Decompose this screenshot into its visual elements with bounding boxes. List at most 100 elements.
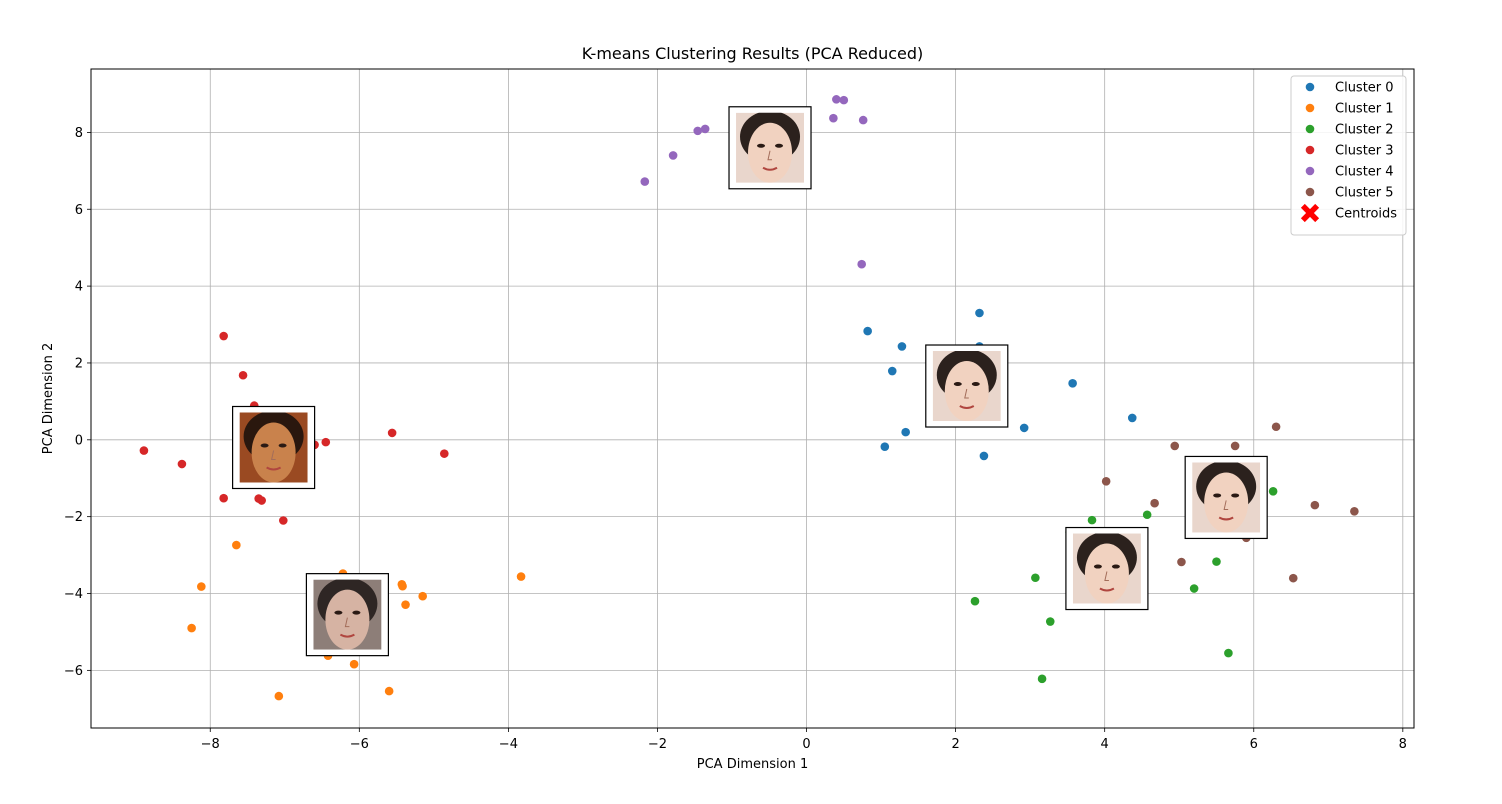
cluster-4-point — [693, 126, 703, 136]
legend-centroid-marker — [1300, 203, 1320, 223]
cluster-0-point — [1127, 413, 1137, 423]
cluster-5-point — [1230, 441, 1240, 451]
face-right-eye — [971, 382, 980, 387]
x-tick-label: 6 — [1250, 737, 1258, 752]
legend-marker — [1305, 82, 1315, 92]
cluster-0-point — [901, 427, 910, 437]
face-nose — [344, 617, 350, 628]
cluster-1-point — [187, 623, 196, 633]
cluster-2-point — [1031, 573, 1040, 583]
face-nose — [270, 450, 276, 460]
legend-marker — [1305, 103, 1315, 113]
face-mouth — [266, 466, 282, 471]
cluster-0-point — [975, 308, 984, 318]
axis-ticks: −8 −6 −4 −2 0 2 4 6 8 −6 −4 −2 0 2 4 6 8 — [64, 126, 1407, 752]
y-tick-label: 4 — [75, 280, 83, 295]
x-tick-label: 4 — [1101, 737, 1109, 752]
face-left-eye — [260, 443, 269, 448]
cluster-1-point — [384, 686, 394, 696]
x-tick-label: 0 — [802, 737, 810, 752]
face-mouth — [1099, 587, 1115, 592]
face-nose — [767, 150, 773, 161]
legend-box — [1290, 75, 1407, 236]
face-nose — [964, 388, 969, 399]
face-mouth — [959, 405, 975, 410]
cluster-3-point — [139, 446, 149, 455]
cluster-0-point — [1019, 423, 1029, 433]
legend-label: Cluster 0 — [1335, 81, 1394, 96]
cluster-0-point — [880, 442, 890, 452]
cluster-0-point — [979, 451, 989, 461]
legend-marker — [1305, 166, 1315, 176]
cluster-3-point — [257, 496, 266, 505]
x-tick-label: −4 — [499, 737, 518, 752]
cluster-1-point — [401, 600, 410, 609]
legend-label: Cluster 5 — [1335, 186, 1394, 201]
cluster-5-point — [1177, 557, 1186, 567]
y-tick-label: −4 — [64, 587, 83, 602]
cluster-3-point — [219, 331, 228, 341]
cluster-3-point — [238, 370, 248, 380]
x-tick-label: −6 — [350, 737, 369, 752]
cluster-3-point — [177, 459, 187, 469]
cluster-5-point — [1350, 506, 1359, 516]
face-mouth — [1218, 516, 1234, 521]
cluster-3-point — [219, 493, 228, 503]
legend-marker — [1305, 187, 1315, 197]
cluster-4-point — [858, 115, 868, 125]
cluster-3-point — [387, 428, 397, 438]
cluster-1-point — [349, 659, 359, 669]
y-tick-label: 8 — [75, 126, 83, 141]
face-right-eye — [1231, 493, 1240, 498]
legend-label: Cluster 2 — [1335, 123, 1394, 138]
x-axis-label: PCA Dimension 1 — [697, 757, 808, 772]
x-tick-label: 8 — [1399, 737, 1407, 752]
cluster-2-point — [1224, 648, 1233, 658]
centroid-thumbnail — [232, 405, 316, 490]
legend-label: Cluster 1 — [1335, 102, 1394, 117]
cluster-1-point — [197, 582, 206, 591]
cluster-5-point — [1288, 573, 1298, 583]
cluster-4-point — [668, 151, 678, 160]
face-image — [1072, 533, 1141, 604]
plot-frame — [90, 68, 1415, 729]
legend: Cluster 0 Cluster 1 Cluster 2 Cluster 3 Clus… — [1290, 75, 1407, 236]
centroid-thumbnail — [925, 344, 1009, 428]
face-right-eye — [278, 443, 287, 448]
centroid-thumbnail — [1065, 526, 1149, 611]
face-image — [1192, 462, 1261, 533]
cluster-0-point — [897, 342, 907, 351]
face-left-eye — [953, 382, 962, 387]
face-left-eye — [1093, 564, 1102, 569]
legend-label: Cluster 3 — [1335, 144, 1394, 159]
face-nose — [1104, 571, 1109, 582]
cluster-5-point — [1150, 498, 1159, 508]
face-left-eye — [1213, 493, 1222, 498]
y-tick-label: −6 — [64, 664, 83, 679]
cluster-5-point — [1170, 441, 1180, 451]
face-left-eye — [757, 143, 766, 148]
data-points — [139, 95, 1359, 701]
cluster-2-point — [1087, 515, 1097, 525]
face-mouth — [339, 633, 355, 638]
cluster-4-point — [832, 95, 841, 104]
cluster-2-point — [1212, 557, 1221, 566]
face-nose — [1223, 500, 1229, 510]
face-right-eye — [352, 610, 361, 615]
y-tick-label: −2 — [64, 510, 83, 525]
cluster-5-point — [1271, 422, 1281, 432]
cluster-5-point — [1101, 477, 1111, 486]
x-tick-label: 2 — [951, 737, 959, 752]
cluster-3-point — [279, 516, 288, 525]
cluster-0-point — [1068, 379, 1077, 388]
cluster-5-point — [1310, 500, 1320, 510]
face-image — [932, 351, 1001, 422]
face-image — [736, 112, 805, 183]
cluster-4-point — [829, 113, 838, 123]
chart-title: K-means Clustering Results (PCA Reduced) — [582, 44, 924, 63]
x-tick-label: −8 — [201, 737, 220, 752]
x-tick-label: −2 — [648, 737, 667, 752]
cluster-0-point — [863, 326, 872, 336]
centroid-thumbnail — [728, 106, 812, 190]
y-tick-label: 6 — [75, 203, 83, 218]
